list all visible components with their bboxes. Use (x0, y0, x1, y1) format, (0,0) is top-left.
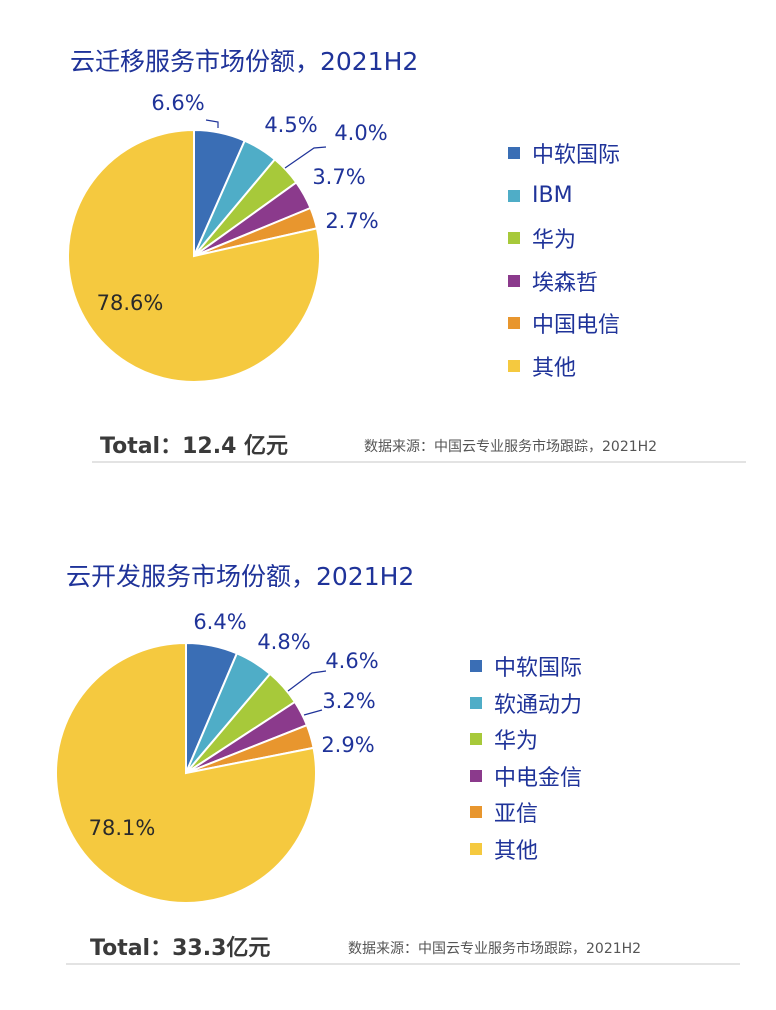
legend-item-3: 华为 (470, 721, 582, 758)
chart-title: 云开发服务市场份额，2021H2 (66, 562, 415, 591)
legend-swatch (470, 806, 482, 819)
legend-swatch (470, 733, 482, 746)
legend-swatch (470, 842, 482, 855)
pie-slice-6 (67, 128, 321, 383)
legend-swatch (470, 769, 482, 782)
legend-item-3: 华为 (508, 217, 620, 260)
data-label-6: 78.6% (97, 291, 164, 315)
data-label-6: 78.1% (89, 816, 156, 840)
pie-chart: 6.4% 4.8% 4.6% 3.2% 2.9% 78.1% (55, 610, 379, 904)
divider (66, 963, 740, 965)
legend-item-4: 中电金信 (470, 758, 582, 795)
legend-item-5: 亚信 (470, 794, 582, 831)
legend-item-2: 软通动力 (470, 685, 582, 722)
legend-label: 中软国际 (532, 143, 621, 169)
legend-swatch (508, 147, 520, 160)
data-label-3: 4.0% (334, 121, 387, 145)
chart-panel-cloud-development: 云开发服务市场份额，2021H2 6.4% 4.8% 4.6% 3.2% 2.9% 78.… (0, 505, 776, 1010)
data-label-4: 3.2% (322, 689, 375, 713)
legend-label: 其他 (532, 355, 577, 381)
pie-chart: 6.6% 4.5% 4.0% 3.7% 2.7% 78.6% (67, 91, 388, 383)
legend-swatch (508, 232, 520, 245)
legend-item-5: 中国电信 (508, 302, 620, 345)
source-note: 数据来源：中国云专业服务市场跟踪，2021H2 (348, 941, 642, 957)
leader-line-1 (205, 119, 219, 128)
legend-item-6: 其他 (508, 345, 620, 388)
leader-line-3 (287, 670, 327, 692)
legend-item-1: 中软国际 (470, 648, 582, 685)
data-label-5: 2.7% (325, 209, 378, 233)
chart-title: 云迁移服务市场份额，2021H2 (70, 47, 419, 76)
legend-label: 华为 (532, 228, 577, 254)
data-label-3: 4.6% (325, 649, 378, 673)
source-note: 数据来源：中国云专业服务市场跟踪，2021H2 (364, 439, 658, 455)
legend-swatch (470, 696, 482, 709)
total-label: Total：12.4 亿元 (100, 434, 289, 459)
legend: 中软国际 IBM 华为埃森哲中国电信其他 (508, 132, 620, 387)
legend-swatch (508, 359, 520, 372)
legend-item-1: 中软国际 (508, 132, 620, 175)
legend-label: 中国电信 (532, 313, 621, 339)
data-label-5: 2.9% (321, 733, 374, 757)
data-label-1: 6.4% (193, 610, 246, 634)
legend-label: 中软国际 (494, 656, 583, 682)
legend-swatch (470, 660, 482, 673)
legend-swatch (508, 274, 520, 287)
legend: 中软国际软通动力华为中电金信亚信其他 (470, 648, 582, 867)
total-label: Total：33.3亿元 (90, 936, 271, 961)
legend-label: IBM (532, 183, 573, 209)
legend-item-2: IBM (508, 175, 620, 218)
data-label-2: 4.5% (264, 113, 317, 137)
legend-label: 中电金信 (494, 765, 583, 791)
chart-panel-cloud-migration: 云迁移服务市场份额，2021H2 6.6% 4.5% 4.0% 3.7% 2.7% 78.… (67, 47, 746, 463)
legend-swatch (508, 317, 520, 330)
legend-swatch (508, 189, 520, 202)
data-label-2: 4.8% (257, 630, 310, 654)
legend-label: 软通动力 (494, 692, 583, 718)
leader-line-3 (284, 146, 327, 169)
leader-line-4 (303, 709, 323, 716)
legend-label: 埃森哲 (532, 270, 599, 296)
legend-label: 华为 (494, 729, 539, 755)
legend-label: 亚信 (494, 802, 539, 828)
legend-item-6: 其他 (470, 831, 582, 868)
divider (92, 461, 746, 463)
pie-slice-6 (55, 641, 317, 904)
legend-item-4: 埃森哲 (508, 260, 620, 303)
legend-label: 其他 (494, 838, 539, 864)
data-label-1: 6.6% (151, 91, 204, 115)
data-label-4: 3.7% (312, 165, 365, 189)
